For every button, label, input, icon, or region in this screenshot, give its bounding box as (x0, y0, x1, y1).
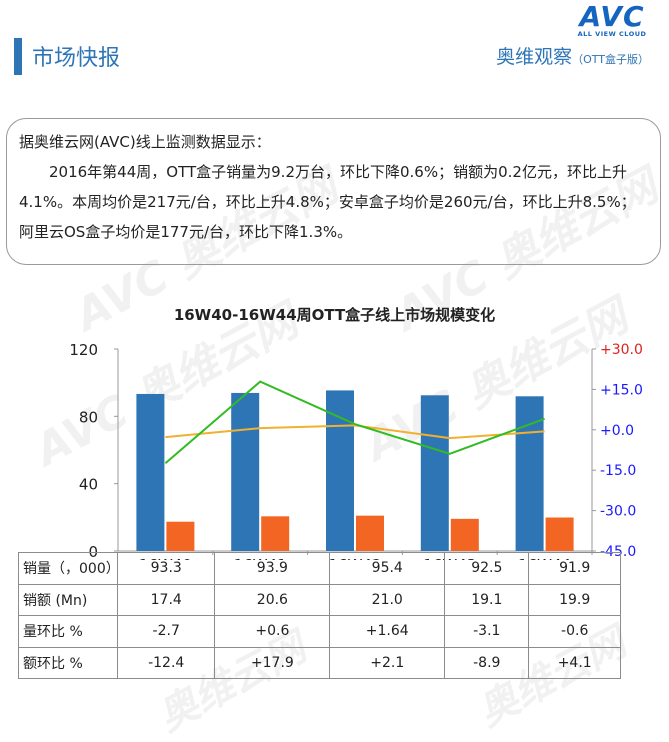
table-cell: 93.3 (116, 552, 216, 585)
bar-sales-amount (166, 521, 195, 551)
table-row: 销量（，000） 93.3 93.9 95.4 92.5 91.9 (18, 552, 621, 585)
table-cell: -0.6 (528, 615, 621, 648)
table-cell: +17.9 (214, 646, 331, 679)
chart-title: 16W40-16W44周OTT盒子线上市场规模变化 (173, 306, 496, 324)
bar-sales-volume (326, 390, 354, 551)
table-cell: -8.9 (444, 646, 530, 679)
summary-box: 据奥维云网(AVC)线上监测数据显示： 2016年第44周，OTT盒子销量为9.… (6, 118, 661, 265)
summary-intro: 据奥维云网(AVC)线上监测数据显示： (19, 133, 271, 151)
table-row: 量环比 % -2.7 +0.6 +1.64 -3.1 -0.6 (18, 615, 621, 648)
table-cell: +0.6 (214, 615, 331, 648)
edition-label: （OTT盒子版） (572, 53, 649, 66)
bar-sales-volume (515, 396, 544, 551)
bar-sales-amount (356, 515, 384, 551)
brand-name: 奥维观察 (496, 46, 573, 68)
table-row: 额环比 % -12.4 +17.9 +2.1 -8.9 +4.1 (18, 646, 621, 679)
table-cell: -3.1 (444, 615, 530, 648)
right-tick-label: +0.0 (600, 423, 634, 439)
avc-logo: AVC ALL VIEW CLOUD (573, 0, 651, 39)
table-cell: +4.1 (528, 646, 621, 679)
bar-sales-amount (450, 518, 479, 551)
lines-layer (164, 380, 545, 464)
bar-sales-amount (261, 516, 290, 551)
right-tick-label: +15.0 (600, 382, 643, 398)
table-cell: 19.9 (528, 583, 621, 616)
bars-layer (136, 390, 574, 551)
right-tick-label: +30.0 (600, 342, 643, 358)
row-label: 量环比 % (18, 615, 118, 648)
table-row: 销额 (Mn) 17.4 20.6 21.0 19.1 19.9 (18, 583, 621, 616)
table-cell: 92.5 (444, 552, 530, 585)
combo-chart: 04080120-45.0-30.0-15.0+0.0+15.0+30.016W… (69, 341, 643, 560)
bar-sales-volume (420, 395, 449, 551)
table-cell: 19.1 (444, 583, 530, 616)
left-tick-label: 40 (79, 476, 98, 494)
table-cell: 93.9 (214, 552, 331, 585)
summary-body: 2016年第44周，OTT盒子销量为9.2万台，环比下降0.6%；销额为0.2亿… (19, 163, 636, 241)
row-label: 销量（，000） (18, 552, 120, 585)
table-cell: 17.4 (116, 583, 216, 616)
right-tick-label: -30.0 (600, 504, 636, 520)
table-cell: 21.0 (329, 583, 446, 616)
header-accent-bar (14, 38, 22, 75)
left-tick-label: 120 (69, 341, 98, 359)
data-table: 销量（，000） 93.3 93.9 95.4 92.5 91.9 销额 (Mn) 17.4 2… (18, 552, 621, 679)
table-cell: 20.6 (214, 583, 331, 616)
table-cell: 91.9 (528, 552, 621, 585)
brand-title: 奥维观察（OTT盒子版） (496, 42, 649, 69)
logo-subtitle: ALL VIEW CLOUD (577, 30, 647, 38)
left-tick-label: 80 (79, 408, 98, 426)
table-cell: -12.4 (116, 646, 216, 679)
row-label: 额环比 % (18, 646, 118, 679)
table-cell: +2.1 (329, 646, 446, 679)
table-cell: +1.64 (329, 615, 446, 648)
right-tick-label: -15.0 (600, 463, 636, 479)
page-title: 市场快报 (32, 46, 121, 71)
table-cell: 95.4 (329, 552, 446, 585)
line-volume-change (165, 424, 545, 440)
bar-sales-volume (136, 393, 165, 551)
row-label: 销额 (Mn) (18, 583, 118, 616)
bar-sales-amount (545, 517, 574, 551)
table-cell: -2.7 (116, 615, 216, 648)
line-amount-change (164, 380, 545, 464)
left-tick-label: 0 (88, 543, 98, 560)
logo-mark: AVC (579, 0, 645, 33)
bar-sales-volume (231, 392, 260, 551)
